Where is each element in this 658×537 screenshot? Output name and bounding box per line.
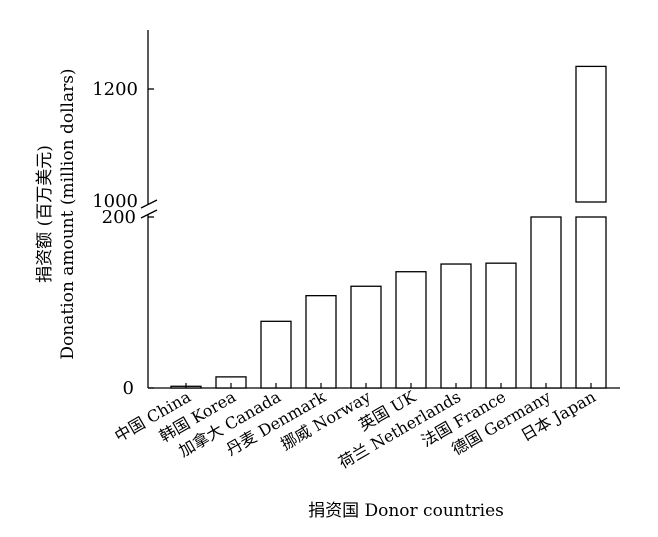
bar-denmark	[305, 295, 337, 389]
bars	[170, 65, 607, 389]
axis-break-mark-upper	[140, 199, 158, 209]
x-axis-title: 捐资国 Donor countries	[308, 501, 504, 521]
y-tick-label-1200: 1200	[92, 79, 138, 100]
y-tick-label-1000: 1000	[92, 191, 138, 212]
bar-uk	[395, 271, 427, 389]
bar-france	[485, 262, 517, 389]
bar-canada	[260, 320, 292, 389]
bar-germany	[530, 216, 562, 389]
y-tick-label-0: 0	[123, 378, 134, 399]
bar-japan	[575, 216, 607, 389]
bar-norway	[350, 285, 382, 389]
y-axis-title-zh: 捐资额 (百万美元)	[35, 145, 55, 283]
y-axis-title-en: Donation amount (million dollars)	[58, 68, 78, 359]
bar-japan-upper-segment	[575, 65, 607, 203]
y-tick-label-200: 200	[102, 207, 136, 228]
bar-netherlands	[440, 263, 472, 389]
axis-break-mark-lower	[140, 209, 158, 219]
